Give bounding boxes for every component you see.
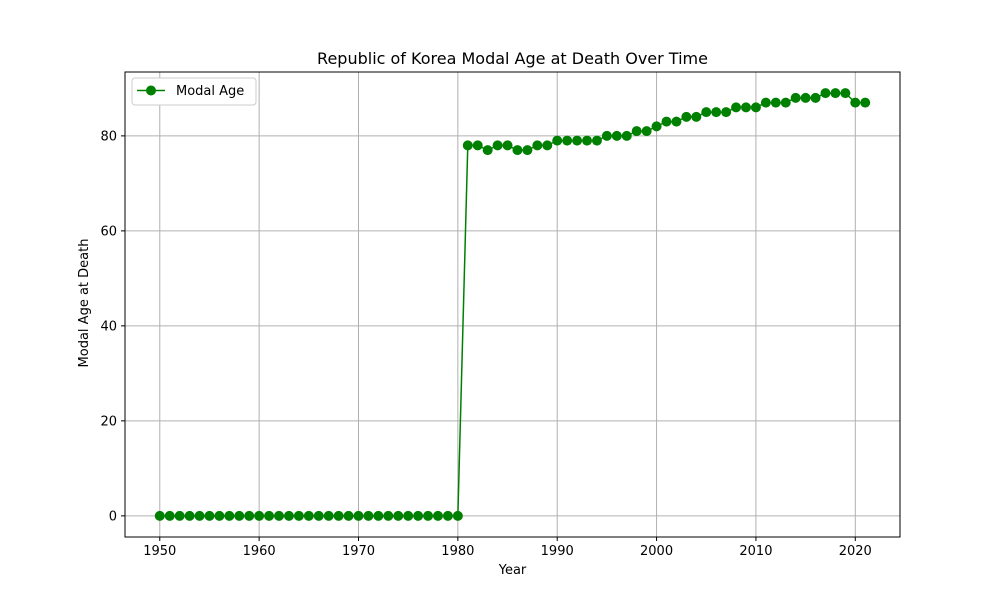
data-point [254,510,265,521]
data-point [502,140,513,151]
data-point [701,107,712,118]
data-point [343,510,354,521]
data-point [800,92,811,103]
data-point [413,510,424,521]
x-tick-label: 1970 [342,544,375,559]
data-point [611,130,622,141]
data-point [313,510,324,521]
data-point [323,510,334,521]
data-point [740,102,751,113]
y-axis-label: Modal Age at Death [77,239,92,368]
data-point [621,130,632,141]
data-point [293,510,304,521]
data-point [522,145,533,156]
data-point [582,135,593,146]
data-point [423,510,434,521]
data-point [641,126,652,137]
data-point [164,510,175,521]
data-point [283,510,294,521]
data-point [373,510,384,521]
y-tick-label: 40 [100,319,117,334]
x-axis-ticks: 1950 1960 1970 1980 1990 2000 2010 2020 [143,537,872,559]
y-tick-label: 80 [100,129,117,144]
legend-box [131,77,257,106]
y-tick-label: 0 [109,509,117,524]
data-point [154,510,165,521]
data-point [711,107,722,118]
data-point [731,102,742,113]
data-point [194,510,205,521]
data-point [810,92,821,103]
x-tick-label: 1990 [541,544,574,559]
data-point [631,126,642,137]
data-point [204,510,215,521]
data-point [234,510,245,521]
data-point [572,135,583,146]
data-point [850,97,861,108]
data-point [780,97,791,108]
data-point [244,510,255,521]
data-point [512,145,523,156]
y-axis-ticks: 0 20 40 60 80 [100,129,125,524]
series-modal-age [154,88,871,521]
data-point [353,510,364,521]
data-point [790,92,801,103]
data-point [432,510,443,521]
data-point [830,88,841,99]
data-point [820,88,831,99]
data-point [601,130,612,141]
x-tick-label: 2020 [839,544,872,559]
data-point [472,140,483,151]
data-point [721,107,732,118]
data-point [303,510,314,521]
data-point [174,510,185,521]
y-tick-label: 20 [100,414,117,429]
data-point [452,510,463,521]
data-point [393,510,404,521]
data-point [750,102,761,113]
data-point [770,97,781,108]
data-point [462,140,473,151]
data-point [442,510,453,521]
data-point [681,111,692,122]
data-point [860,97,871,108]
data-point [760,97,771,108]
data-point [651,121,662,132]
data-point [671,116,682,127]
chart-title: Republic of Korea Modal Age at Death Ove… [317,49,708,68]
data-point [363,510,374,521]
plot-frame [124,71,901,538]
data-point [591,135,602,146]
x-tick-label: 2010 [739,544,772,559]
x-tick-label: 2000 [640,544,673,559]
x-tick-label: 1960 [243,544,276,559]
data-point [214,510,225,521]
x-tick-label: 1980 [441,544,474,559]
x-tick-label: 1950 [143,544,176,559]
data-point [274,510,285,521]
data-point [383,510,394,521]
data-point [224,510,235,521]
data-point [492,140,503,151]
data-point [562,135,573,146]
data-point [532,140,543,151]
data-point [840,88,851,99]
data-point [403,510,414,521]
data-point [691,111,702,122]
data-point [661,116,672,127]
data-point [333,510,344,521]
data-point [264,510,275,521]
data-point [184,510,195,521]
data-point [552,135,563,146]
legend-marker-icon [146,85,156,96]
legend: Modal Age [131,77,257,106]
x-axis-label: Year [498,563,527,578]
data-point [542,140,553,151]
legend-label-modal-age: Modal Age [176,84,244,99]
y-tick-label: 60 [100,224,117,239]
data-point [482,145,493,156]
